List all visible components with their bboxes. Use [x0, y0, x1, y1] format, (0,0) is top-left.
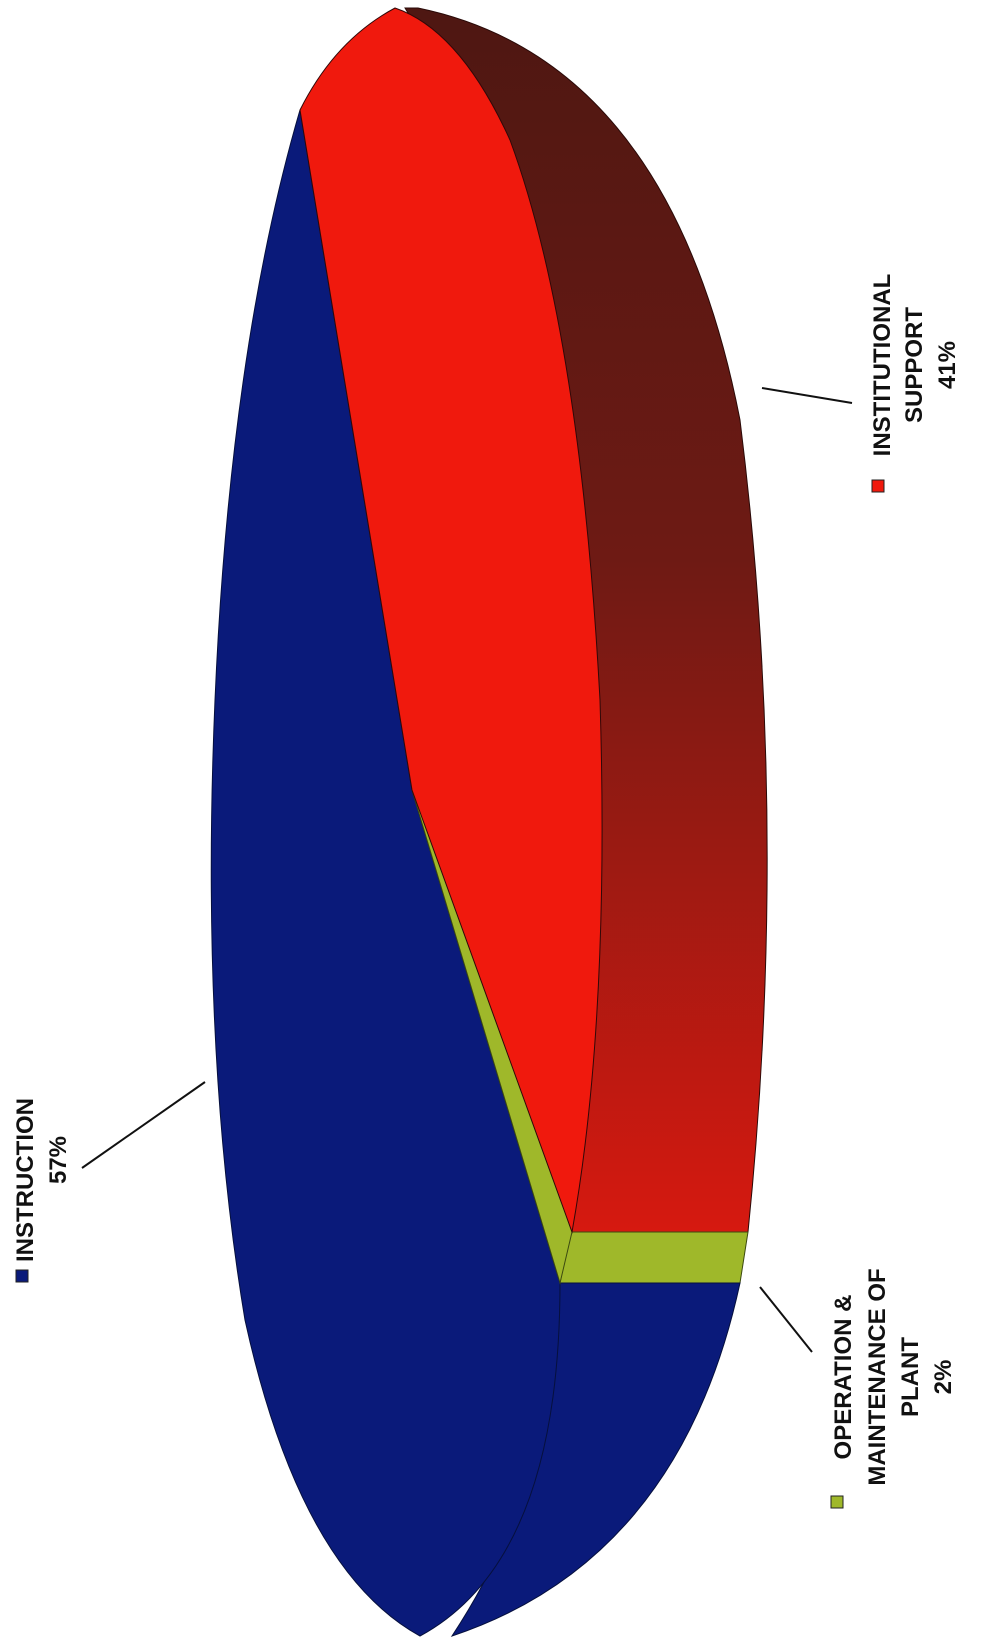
legend-swatch-institutional-support — [871, 479, 885, 493]
slice-label-instruction: INSTRUCTION 57% — [12, 1098, 72, 1283]
pie-slice-institutional-support — [299, 7, 603, 1234]
leader-line-institutional-support — [761, 387, 853, 404]
slice-label-operation-maintenance: OPERATION & MAINTENANCE OF PLANT 2% — [830, 1268, 957, 1509]
slice-value-label: 2% — [930, 1360, 957, 1395]
slice-label-institutional-support: INSTITUTIONAL SUPPORT 41% — [869, 274, 961, 493]
slice-label-text: INSTRUCTION — [12, 1098, 39, 1262]
leader-line-instruction — [81, 1081, 206, 1169]
legend-swatch-operation-maintenance — [830, 1495, 844, 1509]
slice-value-label: 41% — [934, 341, 961, 389]
leader-line-operation-maintenance — [759, 1286, 813, 1353]
pie-slice-side-operation-maintenance — [559, 1231, 749, 1284]
slice-label-text: PLANT — [897, 1337, 924, 1417]
legend-swatch-instruction — [15, 1269, 29, 1283]
slice-label-text: OPERATION & — [830, 1295, 857, 1460]
slice-label-text: MAINTENANCE OF — [864, 1268, 891, 1485]
slice-value-label: 57% — [45, 1136, 72, 1184]
slice-label-text: INSTITUTIONAL — [869, 274, 896, 457]
slice-label-text: SUPPORT — [901, 307, 928, 423]
pie-slice-instruction — [210, 109, 561, 1637]
